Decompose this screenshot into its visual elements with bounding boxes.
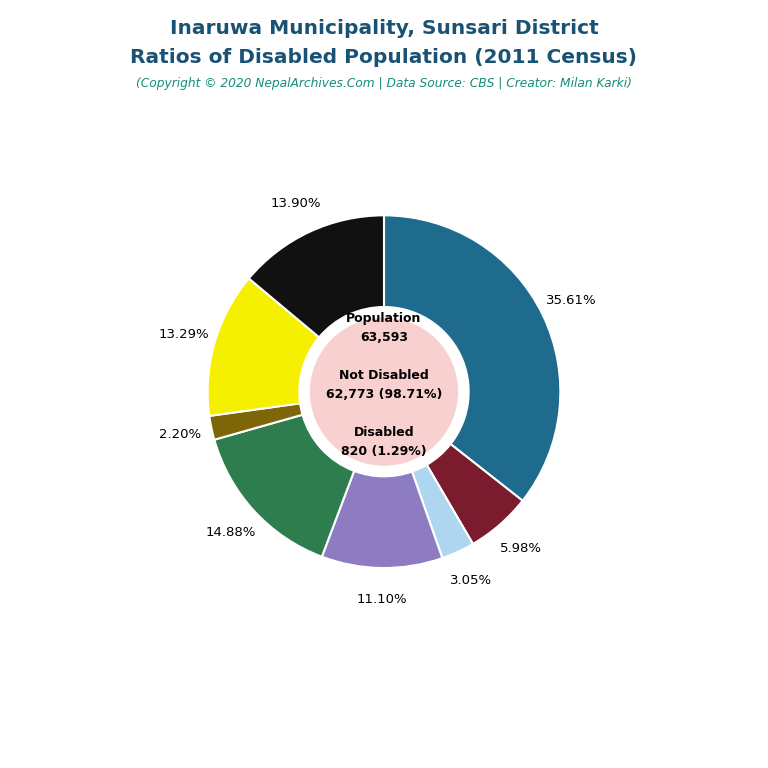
Wedge shape [427, 444, 522, 544]
Wedge shape [214, 415, 354, 557]
Text: (Copyright © 2020 NepalArchives.Com | Data Source: CBS | Creator: Milan Karki): (Copyright © 2020 NepalArchives.Com | Da… [136, 77, 632, 90]
Wedge shape [210, 403, 303, 440]
Circle shape [310, 318, 458, 465]
Text: 5.98%: 5.98% [500, 542, 541, 555]
Text: Inaruwa Municipality, Sunsari District: Inaruwa Municipality, Sunsari District [170, 19, 598, 38]
Text: Ratios of Disabled Population (2011 Census): Ratios of Disabled Population (2011 Cens… [131, 48, 637, 67]
Text: 13.90%: 13.90% [271, 197, 321, 210]
Text: 3.05%: 3.05% [450, 574, 492, 587]
Text: 14.88%: 14.88% [206, 526, 256, 539]
Wedge shape [322, 471, 442, 568]
Text: Population
63,593

Not Disabled
62,773 (98.71%)

Disabled
820 (1.29%): Population 63,593 Not Disabled 62,773 (9… [326, 312, 442, 458]
Text: 2.20%: 2.20% [159, 428, 201, 441]
Wedge shape [412, 465, 473, 558]
Wedge shape [249, 215, 384, 337]
Wedge shape [207, 279, 319, 416]
Text: 11.10%: 11.10% [356, 593, 407, 606]
Text: 35.61%: 35.61% [546, 294, 597, 307]
Text: 13.29%: 13.29% [159, 328, 210, 341]
Wedge shape [384, 215, 561, 501]
